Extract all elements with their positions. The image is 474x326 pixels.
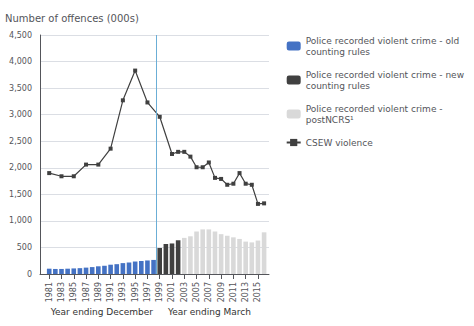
svg-text:1993: 1993 <box>118 282 127 302</box>
svg-text:2013: 2013 <box>241 282 250 302</box>
svg-text:2015: 2015 <box>253 282 262 302</box>
svg-text:4,500: 4,500 <box>9 31 32 40</box>
svg-text:Number of offences (000s): Number of offences (000s) <box>5 13 139 24</box>
svg-text:counting rules: counting rules <box>306 47 371 57</box>
svg-text:postNCRS¹: postNCRS¹ <box>306 115 354 125</box>
svg-text:2,500: 2,500 <box>9 137 32 146</box>
svg-text:1999: 1999 <box>155 282 164 302</box>
svg-text:2011: 2011 <box>229 282 238 302</box>
svg-text:1991: 1991 <box>106 282 115 302</box>
svg-text:2009: 2009 <box>217 282 226 302</box>
svg-text:1989: 1989 <box>94 282 103 302</box>
svg-text:2007: 2007 <box>204 282 213 302</box>
svg-text:counting rules: counting rules <box>306 81 371 91</box>
svg-text:1997: 1997 <box>143 282 152 302</box>
svg-text:Police recorded violent crime: Police recorded violent crime - old <box>306 36 459 46</box>
svg-text:3,000: 3,000 <box>9 110 32 119</box>
svg-text:2,000: 2,000 <box>9 163 32 172</box>
svg-text:1,500: 1,500 <box>9 190 32 199</box>
svg-text:2003: 2003 <box>180 282 189 302</box>
svg-text:2001: 2001 <box>167 282 176 302</box>
svg-text:Year ending March: Year ending March <box>167 307 251 317</box>
svg-text:1987: 1987 <box>82 282 91 302</box>
svg-text:1995: 1995 <box>131 282 140 302</box>
svg-text:1981: 1981 <box>45 282 54 302</box>
svg-text:1983: 1983 <box>57 282 66 302</box>
svg-text:3,500: 3,500 <box>9 84 32 93</box>
svg-text:Year ending December: Year ending December <box>50 307 154 317</box>
svg-text:1,000: 1,000 <box>9 216 32 225</box>
svg-text:Police recorded violent crime: Police recorded violent crime - new <box>306 70 464 80</box>
svg-text:Police recorded violent crime: Police recorded violent crime - <box>306 104 443 114</box>
svg-text:1985: 1985 <box>69 282 78 302</box>
svg-text:4,000: 4,000 <box>9 57 32 66</box>
svg-text:2005: 2005 <box>192 282 201 302</box>
svg-text:500: 500 <box>17 243 32 252</box>
svg-text:CSEW violence: CSEW violence <box>306 138 373 148</box>
svg-text:0: 0 <box>27 270 32 279</box>
